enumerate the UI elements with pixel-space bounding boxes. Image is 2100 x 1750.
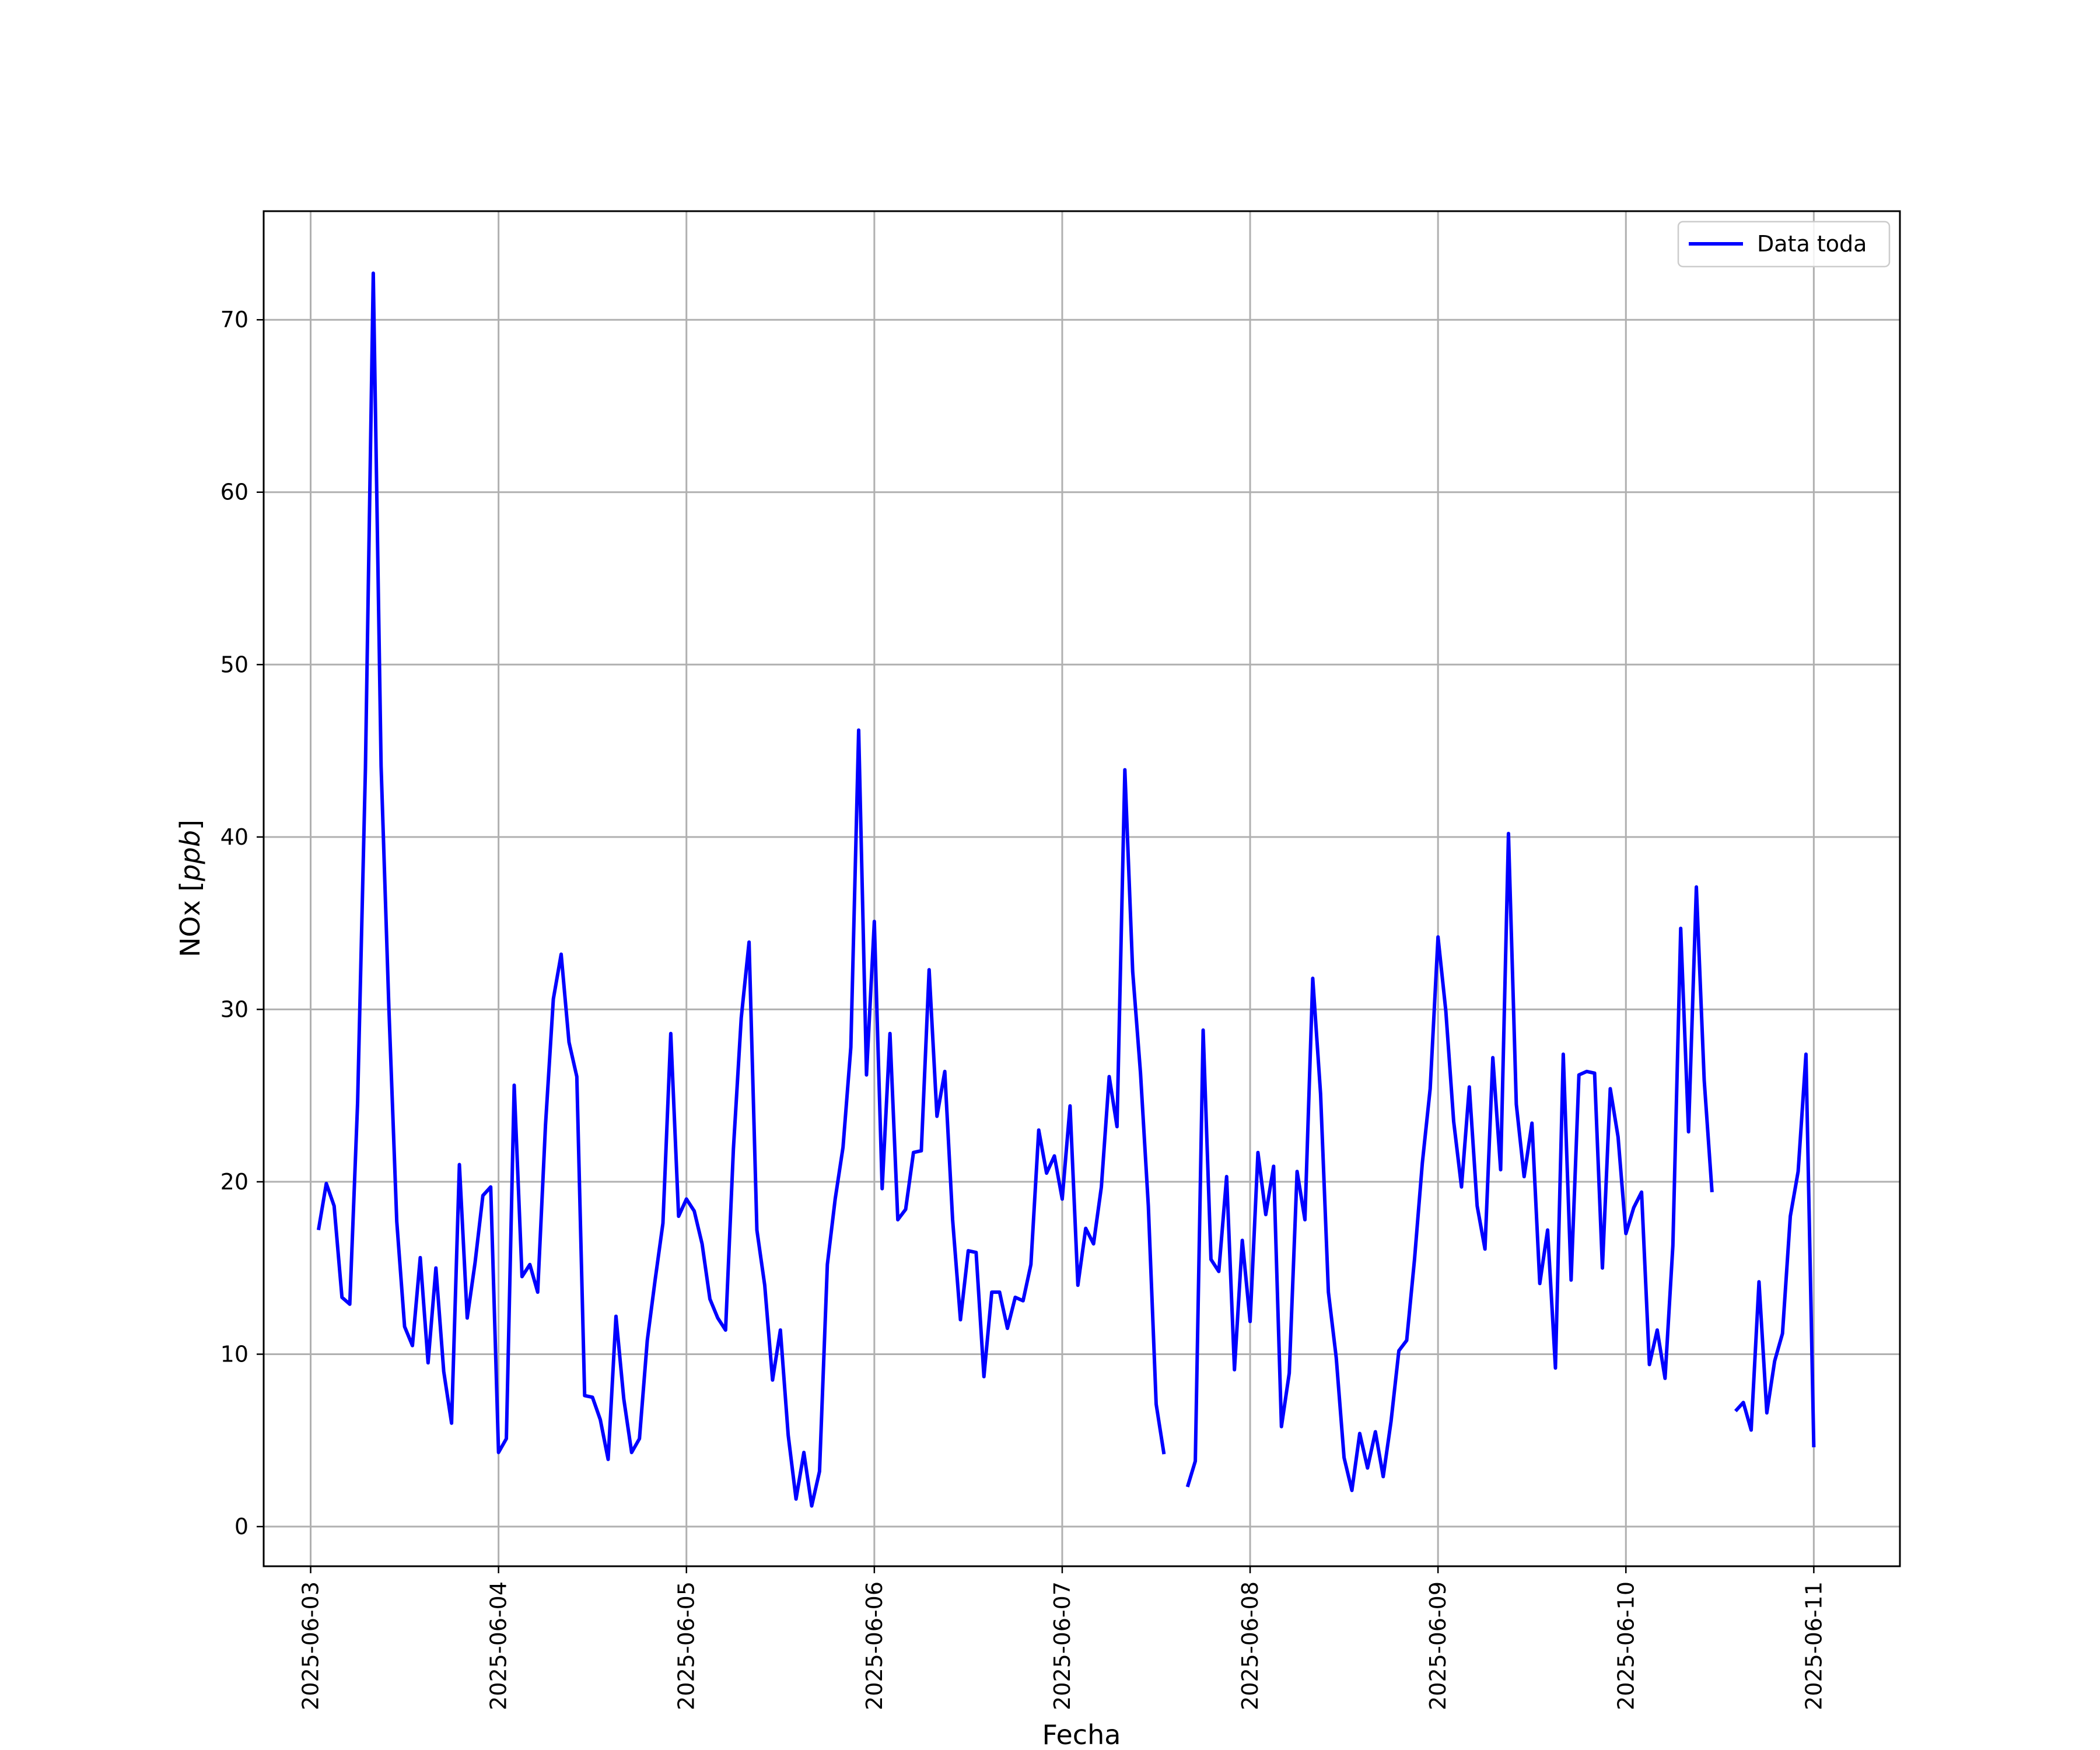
x-axis-label: Fecha (1042, 1719, 1121, 1750)
legend-label-data-toda: Data toda (1757, 231, 1867, 257)
plot-frame (262, 210, 1901, 1567)
y-tick-label: 50 (220, 652, 249, 677)
y-tick-label: 60 (220, 480, 249, 505)
legend: Data toda (1677, 220, 1891, 268)
series-line-data-toda (1185, 831, 1714, 1492)
grid-lines (264, 211, 1900, 1566)
y-axis-label-unit: ppb (174, 830, 206, 882)
y-axis-label-prefix: NOx [ (174, 881, 206, 957)
x-tick-label: 2025-06-10 (1613, 1581, 1639, 1710)
y-axis-label-suffix: ] (174, 820, 206, 830)
x-tick-label: 2025-06-03 (298, 1581, 324, 1710)
y-tick-label: 70 (220, 307, 249, 332)
x-tick-label: 2025-06-11 (1801, 1581, 1826, 1710)
series-layer (316, 271, 1816, 1508)
y-tick-label: 30 (220, 996, 249, 1022)
legend-box (1677, 220, 1891, 268)
x-tick-label: 2025-06-09 (1425, 1581, 1451, 1710)
x-tick-label: 2025-06-06 (862, 1581, 887, 1710)
x-tick-label: 2025-06-05 (674, 1581, 699, 1710)
y-tick-label: 20 (220, 1169, 249, 1195)
x-tick-label: 2025-06-04 (486, 1581, 512, 1710)
y-tick-label: 0 (235, 1514, 249, 1539)
y-tick-label: 40 (220, 824, 249, 850)
series-line-data-toda (316, 271, 1166, 1508)
x-tick-label: 2025-06-08 (1237, 1581, 1263, 1710)
x-tick-label: 2025-06-07 (1049, 1581, 1075, 1710)
series-line-data-toda (1734, 1052, 1816, 1448)
labels-layer: Fecha NOx [ppb] (174, 820, 1121, 1750)
y-axis-label: NOx [ppb] (174, 820, 206, 957)
y-tick-label: 10 (220, 1341, 249, 1367)
ticks-layer: 0 10 20 30 40 50 60 70 2025-06-03 2025-06-04 2025-… (220, 307, 1827, 1710)
